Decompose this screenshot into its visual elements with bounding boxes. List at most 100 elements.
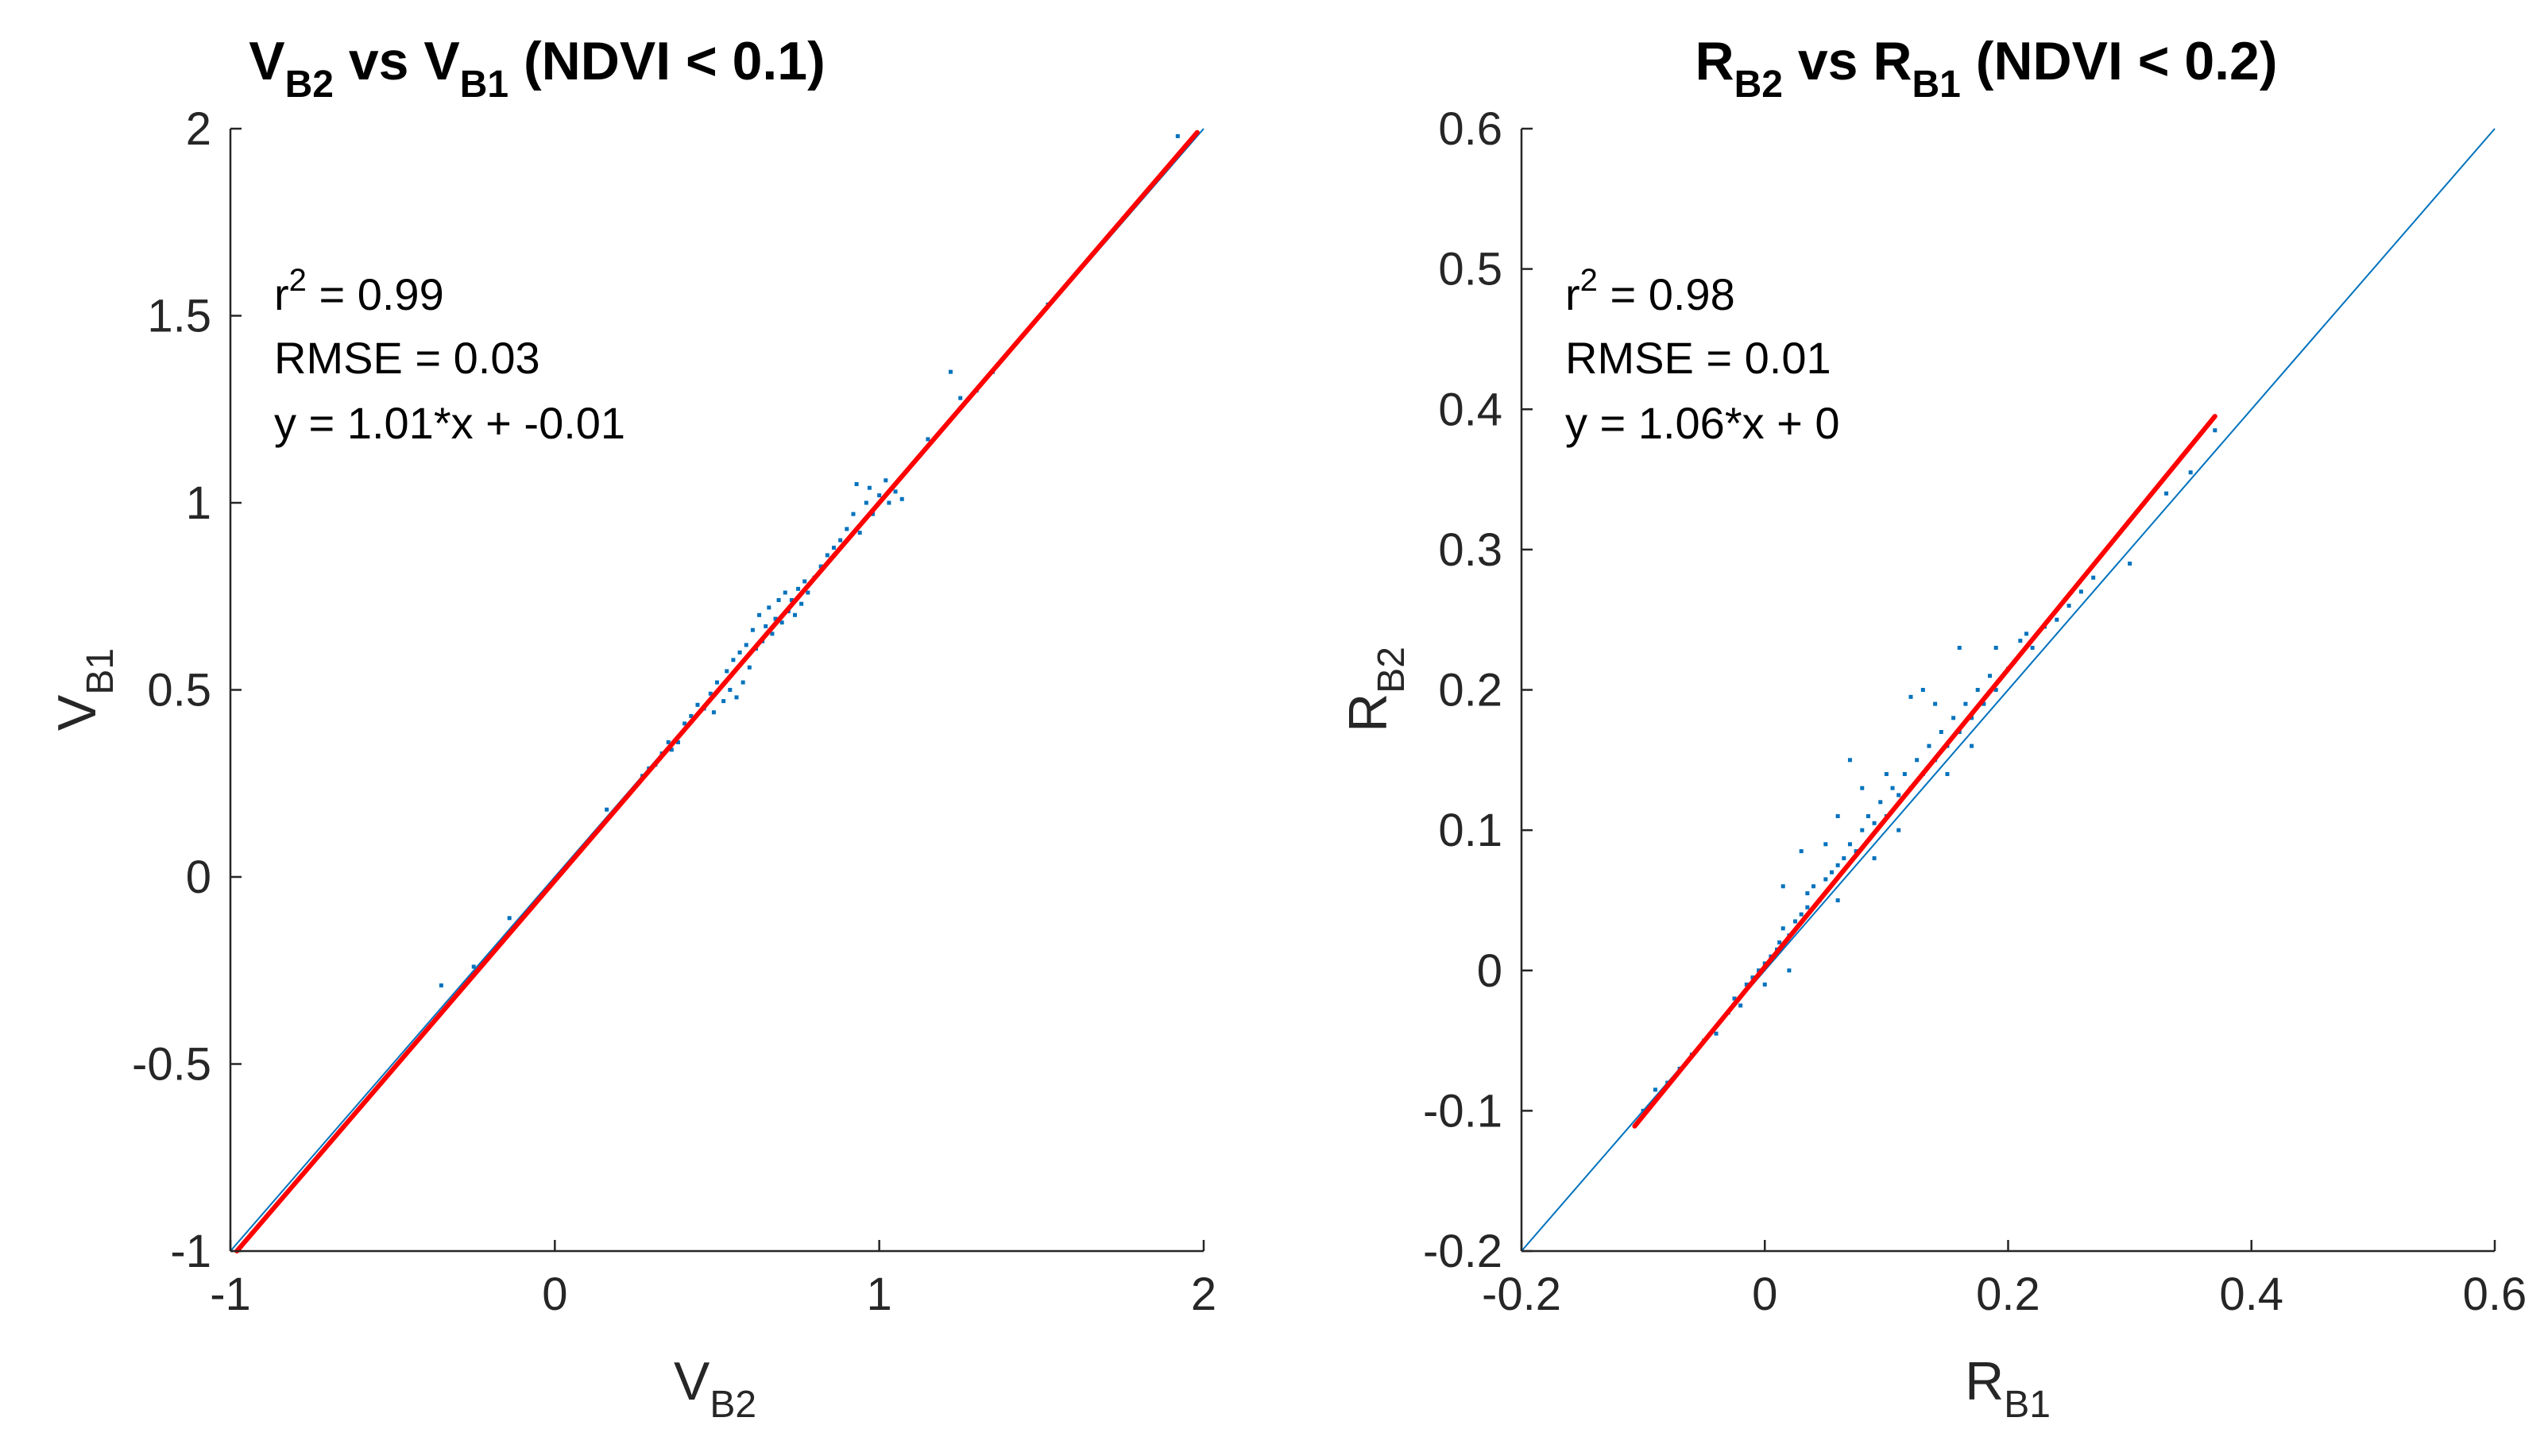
y-tick-label: 0.2: [1438, 665, 1502, 716]
data-point: [1951, 716, 1956, 720]
data-point: [854, 481, 859, 486]
data-point: [1744, 982, 1749, 987]
data-point: [1854, 849, 1858, 854]
x-axis-label: VB2: [674, 1351, 756, 1426]
data-point: [708, 691, 713, 696]
data-point: [871, 512, 875, 516]
data-point: [1878, 800, 1883, 805]
data-point: [1781, 926, 1785, 931]
data-point: [1866, 813, 1870, 818]
data-point: [1927, 743, 1931, 748]
data-point: [1908, 694, 1913, 699]
data-point: [1902, 771, 1907, 776]
fit-line: [1632, 414, 2217, 1129]
data-point: [1762, 982, 1767, 987]
data-point: [666, 740, 671, 744]
data-point: [1842, 855, 1846, 860]
data-point: [1872, 821, 1877, 825]
data-point: [1957, 646, 1962, 651]
data-point: [949, 369, 953, 374]
data-point: [750, 628, 755, 632]
data-point: [1641, 1108, 1645, 1113]
data-point: [877, 493, 882, 498]
fit-line: [234, 129, 1200, 1253]
data-point: [1781, 884, 1785, 889]
data-point: [2188, 470, 2193, 475]
data-point: [1732, 996, 1737, 1001]
data-point: [1993, 688, 1998, 692]
data-point: [2030, 646, 2035, 651]
data-point: [783, 590, 787, 595]
stat-equation: y = 1.06*x + 0: [1565, 398, 1840, 448]
data-point: [845, 527, 849, 531]
data-point: [1915, 758, 1920, 763]
data-point: [1811, 884, 1815, 889]
data-point: [2128, 562, 2132, 566]
data-point: [1777, 940, 1782, 944]
data-point: [1860, 828, 1865, 832]
data-point: [832, 546, 836, 550]
data-point: [1738, 1003, 1743, 1008]
y-tick-label: 2: [186, 103, 211, 155]
data-point: [799, 601, 804, 606]
data-point: [1975, 688, 1980, 692]
data-point: [893, 489, 898, 494]
y-tick-label: 0.4: [1438, 384, 1502, 435]
data-point: [838, 538, 843, 543]
x-tick-label: 0.2: [1976, 1269, 2040, 1320]
data-point: [757, 612, 762, 617]
data-point: [1897, 793, 1901, 798]
data-point: [439, 983, 443, 988]
data-point: [682, 721, 687, 726]
data-point: [711, 710, 716, 715]
data-point: [867, 485, 872, 490]
data-point: [1829, 870, 1834, 875]
data-point: [1993, 646, 1998, 651]
data-point: [926, 437, 930, 442]
data-point: [1970, 716, 1974, 720]
data-point: [744, 643, 748, 647]
data-point: [695, 702, 700, 707]
y-tick-label: 1.5: [147, 291, 211, 342]
data-point: [818, 564, 823, 569]
data-point: [825, 553, 829, 558]
data-point: [715, 680, 719, 685]
x-tick-label: 0.4: [2219, 1269, 2283, 1320]
y-tick-label: 0.1: [1438, 805, 1502, 856]
data-point: [779, 620, 784, 625]
data-point: [507, 916, 512, 921]
data-point: [1884, 771, 1889, 776]
data-point: [1988, 674, 1993, 678]
data-point: [764, 624, 768, 628]
data-point: [740, 680, 745, 685]
data-point: [883, 478, 888, 483]
data-point: [731, 658, 736, 662]
y-axis-label: RB2: [1338, 647, 1413, 732]
data-point: [776, 597, 781, 602]
data-point: [793, 612, 797, 617]
data-point: [689, 713, 694, 718]
y-tick-label: -0.1: [1423, 1085, 1502, 1137]
x-axis-label: RB1: [1965, 1351, 2051, 1426]
data-point: [1835, 813, 1840, 818]
y-tick-label: 0.6: [1438, 103, 1502, 155]
data-point: [1714, 1031, 1719, 1036]
chart-title: VB2 vs VB1 (NDVI < 0.1): [249, 31, 825, 106]
y-tick-label: -0.5: [132, 1039, 211, 1091]
data-point: [767, 605, 771, 610]
y-tick-label: 0: [1477, 945, 1502, 997]
data-point: [887, 500, 891, 505]
x-tick-label: 1: [867, 1269, 892, 1320]
data-point: [857, 531, 862, 535]
data-point: [734, 695, 739, 700]
data-point: [1963, 701, 1968, 706]
data-point: [1860, 786, 1865, 790]
data-point: [725, 669, 729, 674]
data-point: [1835, 863, 1840, 867]
stat-r2: r2 = 0.98: [1565, 263, 1735, 319]
chart-title: RB2 vs RB1 (NDVI < 0.2): [1695, 31, 2277, 106]
data-point: [796, 586, 801, 591]
data-point: [1945, 771, 1950, 776]
data-point: [605, 807, 609, 812]
stat-r2: r2 = 0.99: [274, 263, 444, 319]
